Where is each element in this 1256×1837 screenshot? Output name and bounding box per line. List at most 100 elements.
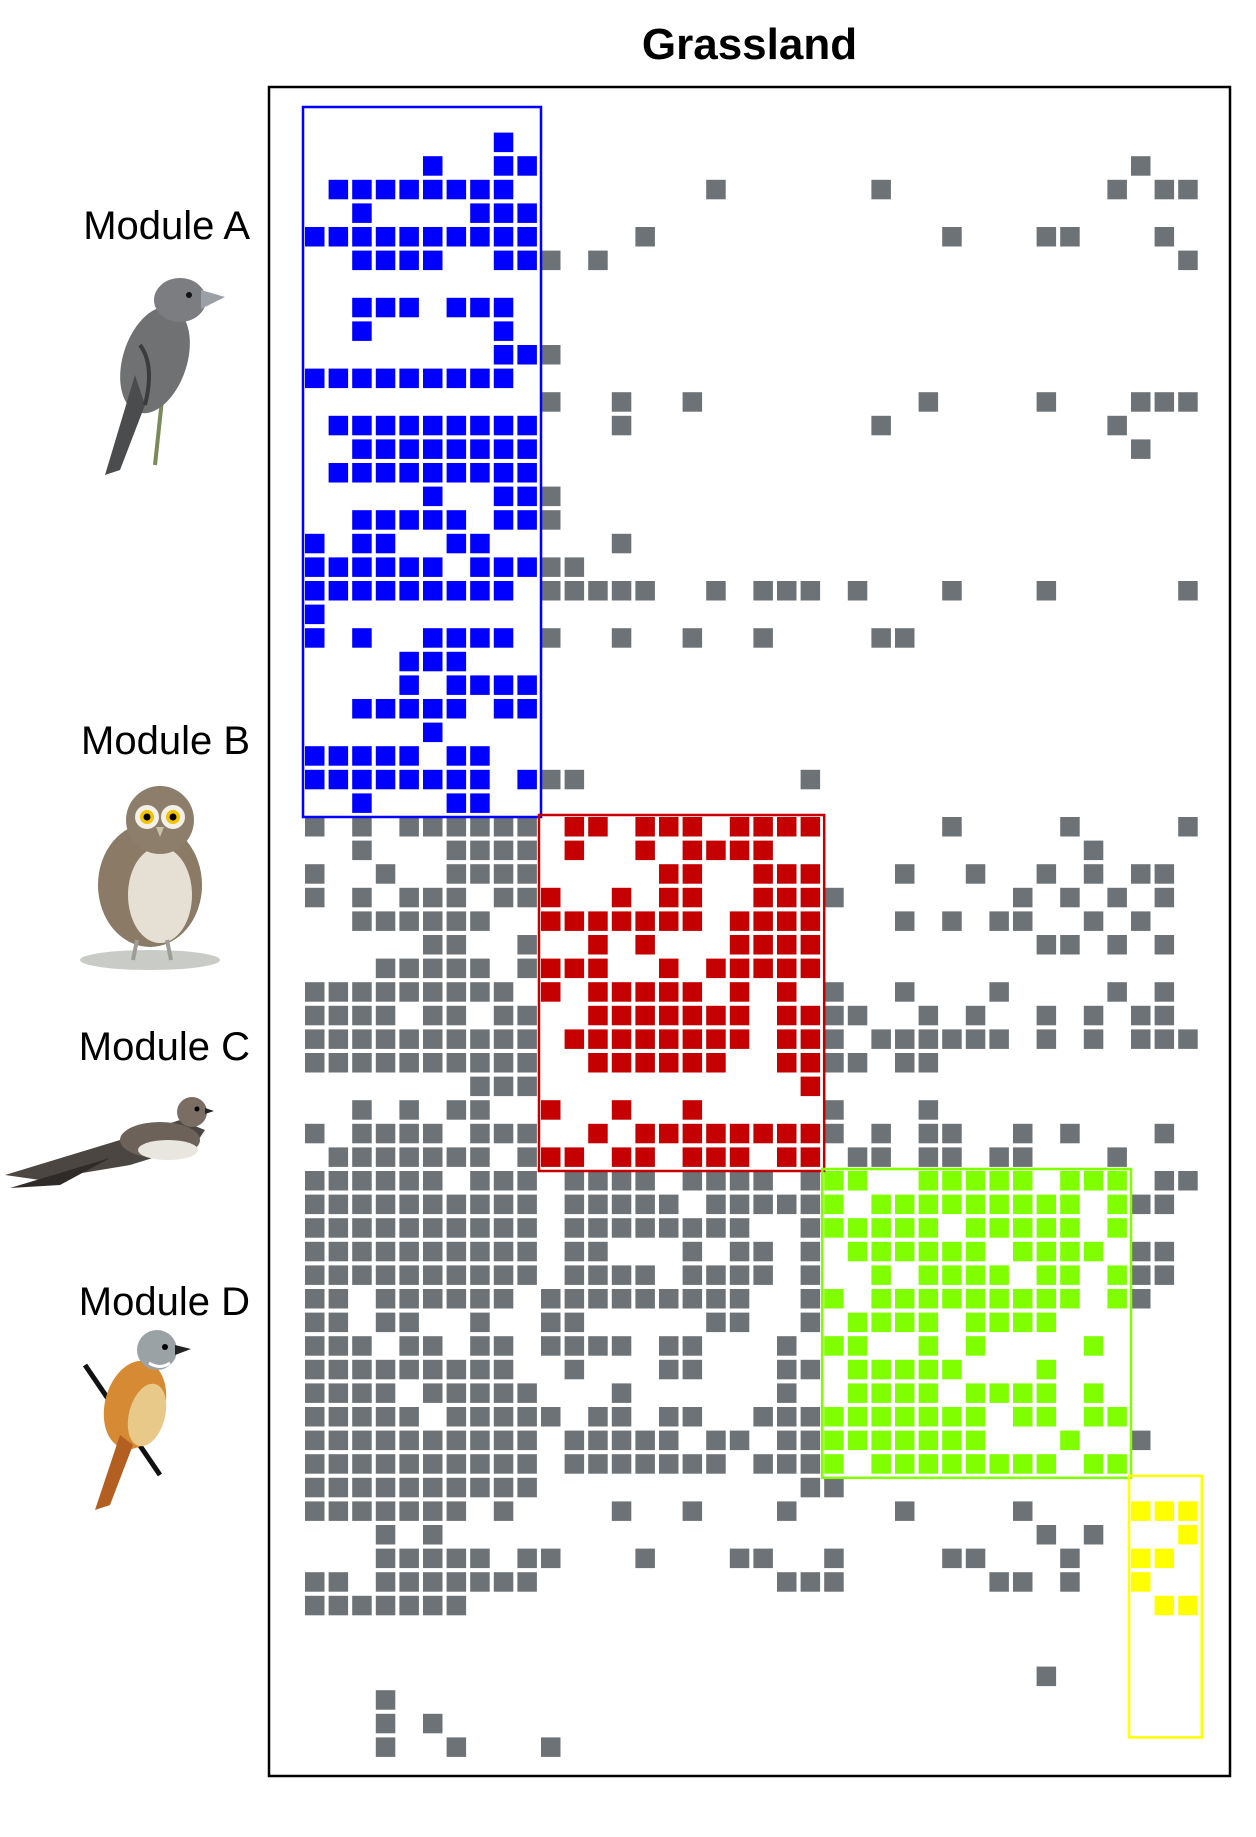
matrix-cell <box>989 1312 1009 1333</box>
matrix-cell <box>800 1005 821 1026</box>
matrix-cell <box>399 1123 419 1144</box>
matrix-cell <box>895 1454 915 1474</box>
matrix-cell <box>446 179 467 200</box>
module-b-label: Module B <box>81 719 250 763</box>
matrix-cell <box>305 1005 325 1026</box>
matrix-cell <box>446 1383 467 1403</box>
matrix-cell <box>1107 1407 1127 1427</box>
matrix-cell <box>1178 392 1198 412</box>
matrix-cell <box>824 1407 844 1427</box>
matrix-cell <box>328 463 349 483</box>
matrix-cell <box>1154 1029 1175 1049</box>
matrix-cell <box>470 982 490 1002</box>
matrix-cell <box>375 1171 396 1191</box>
matrix-cell <box>989 1572 1009 1592</box>
matrix-cell <box>824 982 844 1002</box>
matrix-cell <box>588 1029 608 1049</box>
matrix-cell <box>729 1005 750 1026</box>
matrix-cell <box>1107 1289 1127 1309</box>
matrix-cell <box>918 392 939 412</box>
matrix-cell <box>541 581 561 601</box>
matrix-cell <box>328 1241 349 1262</box>
matrix-cell <box>1131 1501 1151 1521</box>
matrix-cell <box>1013 911 1033 931</box>
matrix-cell <box>446 368 467 389</box>
matrix-cell <box>588 1194 608 1215</box>
matrix-cell <box>446 227 467 247</box>
matrix-cell <box>1060 1241 1080 1262</box>
matrix-cell <box>706 1005 726 1026</box>
matrix-cell <box>541 1548 561 1569</box>
matrix-cell <box>493 156 514 176</box>
matrix-cell <box>611 628 632 648</box>
matrix-cell <box>753 1241 773 1262</box>
matrix-cell <box>352 1005 372 1026</box>
matrix-cell <box>517 935 537 955</box>
matrix-cell <box>847 1336 868 1356</box>
module-box-c <box>820 1167 1133 1480</box>
matrix-cell <box>493 415 514 436</box>
matrix-cell <box>328 179 349 200</box>
matrix-cell <box>375 958 396 979</box>
matrix-cell <box>1036 1666 1057 1687</box>
matrix-cell <box>375 1595 396 1616</box>
matrix-cell <box>635 1289 655 1309</box>
matrix-cell <box>517 486 537 507</box>
seedeater-icon <box>105 278 225 475</box>
matrix-cell <box>470 368 490 389</box>
matrix-cell <box>1154 1501 1175 1521</box>
matrix-cell <box>423 486 443 507</box>
matrix-cell <box>918 1123 939 1144</box>
matrix-cell <box>1107 1218 1127 1238</box>
matrix-cell <box>824 1454 844 1474</box>
matrix-cell <box>446 1595 467 1616</box>
matrix-cell <box>942 1194 962 1215</box>
matrix-cell <box>965 1241 986 1262</box>
matrix-cell <box>541 628 561 648</box>
matrix-cell <box>517 227 537 247</box>
matrix-cell <box>328 1147 349 1167</box>
matrix-cell <box>493 1053 514 1073</box>
matrix-cell <box>375 1289 396 1309</box>
matrix-cell <box>352 415 372 436</box>
matrix-cell <box>871 1383 891 1403</box>
matrix-cell <box>375 227 396 247</box>
matrix-cell <box>1154 1194 1175 1215</box>
matrix-cell <box>493 1241 514 1262</box>
matrix-cell <box>493 1407 514 1427</box>
matrix-cell <box>493 203 514 223</box>
matrix-cell <box>493 321 514 341</box>
matrix-cell <box>965 1312 986 1333</box>
matrix-cell <box>895 982 915 1002</box>
matrix-cell <box>493 345 514 365</box>
matrix-cell <box>375 1690 396 1710</box>
matrix-cell <box>1036 1241 1057 1262</box>
matrix-cell <box>635 227 655 247</box>
matrix-cell <box>965 1218 986 1238</box>
matrix-cell <box>446 958 467 979</box>
chart-title: Grassland <box>641 20 858 69</box>
matrix-cell <box>446 1572 467 1592</box>
matrix-cell <box>611 1383 632 1403</box>
matrix-cell <box>588 911 608 931</box>
matrix-cell <box>1178 1501 1198 1521</box>
matrix-cell <box>517 769 537 790</box>
matrix-cell <box>871 415 891 436</box>
matrix-cell <box>352 321 372 341</box>
matrix-cell <box>517 345 537 365</box>
matrix-cell <box>470 746 490 766</box>
matrix-cell <box>352 297 372 318</box>
matrix-cell <box>423 1713 443 1734</box>
matrix-cell <box>777 817 797 837</box>
matrix-cell <box>847 1312 868 1333</box>
matrix-cell <box>305 1194 325 1215</box>
matrix-cell <box>375 179 396 200</box>
matrix-cell <box>493 581 514 601</box>
matrix-cell <box>423 887 443 908</box>
matrix-cell <box>942 1407 962 1427</box>
matrix-cell <box>375 911 396 931</box>
matrix-cell <box>753 1171 773 1191</box>
matrix-cell <box>682 1336 703 1356</box>
matrix-cell <box>446 1100 467 1120</box>
matrix-cell <box>753 958 773 979</box>
